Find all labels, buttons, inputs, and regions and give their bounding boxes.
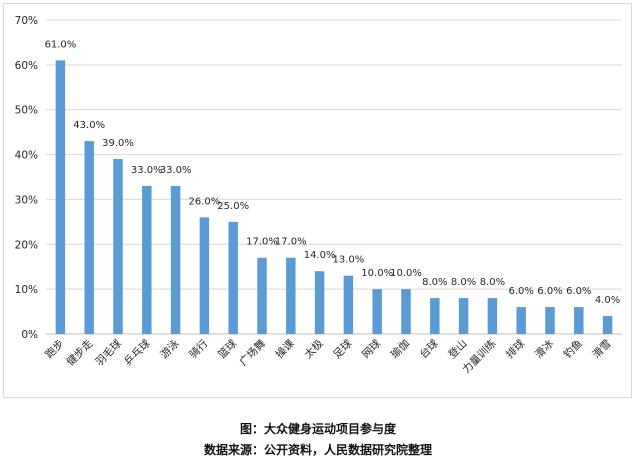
bar bbox=[487, 298, 498, 334]
bar bbox=[142, 185, 152, 334]
bar bbox=[170, 185, 181, 334]
bar bbox=[84, 141, 94, 334]
data-label: 17.0% bbox=[275, 237, 307, 248]
x-tick-label: 广场舞 bbox=[237, 337, 268, 368]
data-label: 26.0% bbox=[189, 196, 221, 207]
bar bbox=[343, 275, 354, 334]
x-tick-label: 羽毛球 bbox=[93, 337, 125, 369]
data-source-note: 数据来源：公开资料，人民数据研究院整理 bbox=[203, 443, 432, 457]
data-label: 8.0% bbox=[422, 277, 447, 288]
x-tick-label: 跑步 bbox=[42, 337, 66, 361]
x-tick-label: 钓鱼 bbox=[561, 337, 585, 361]
bar bbox=[545, 307, 555, 334]
chart-frame: 0% 10% 20% 30% 40% 50% 60% 70% 61.0% 跑步 43.0% 健步走 39… bbox=[3, 3, 632, 398]
data-label: 61.0% bbox=[45, 39, 77, 50]
x-tick-label: 网球 bbox=[359, 337, 383, 361]
x-tick-label: 滑冰 bbox=[532, 337, 556, 361]
x-tick-label: 篮球 bbox=[215, 337, 239, 361]
x-tick-label: 台球 bbox=[417, 337, 441, 361]
bar bbox=[286, 257, 296, 334]
x-tick-label: 太极 bbox=[302, 337, 326, 361]
y-tick-label: 10% bbox=[15, 284, 38, 296]
x-tick-label: 健步走 bbox=[65, 337, 96, 368]
bar-chart: 0% 10% 20% 30% 40% 50% 60% 70% 61.0% 跑步 43.0% 健步走 39… bbox=[15, 15, 622, 376]
x-tick-label: 游泳 bbox=[158, 337, 182, 361]
bar bbox=[458, 298, 469, 334]
x-tick-label: 乒乓球 bbox=[121, 337, 153, 369]
y-tick-label: 0% bbox=[21, 329, 38, 341]
bar bbox=[55, 60, 66, 334]
x-tick-label: 足球 bbox=[330, 337, 354, 361]
x-tick-label: 操课 bbox=[273, 337, 297, 361]
y-tick-label: 50% bbox=[15, 105, 38, 117]
data-label: 10.0% bbox=[361, 268, 393, 279]
data-label: 10.0% bbox=[390, 268, 422, 279]
bar bbox=[257, 257, 267, 334]
data-label: 8.0% bbox=[451, 277, 476, 288]
figure-caption: 图：大众健身运动项目参与度 bbox=[239, 422, 396, 436]
bar bbox=[574, 307, 584, 334]
y-tick-label: 20% bbox=[15, 239, 38, 251]
bar bbox=[401, 289, 411, 334]
y-tick-label: 70% bbox=[15, 15, 38, 27]
bar bbox=[516, 307, 526, 334]
data-label: 33.0% bbox=[160, 165, 192, 176]
data-label: 6.0% bbox=[566, 286, 591, 297]
x-tick-label: 排球 bbox=[503, 337, 527, 361]
x-tick-label: 骑行 bbox=[186, 337, 210, 361]
data-label: 6.0% bbox=[537, 286, 562, 297]
data-label: 43.0% bbox=[73, 120, 105, 131]
y-tick-label: 60% bbox=[15, 60, 38, 72]
y-tick-label: 40% bbox=[15, 150, 38, 162]
bar bbox=[113, 159, 123, 334]
data-label: 14.0% bbox=[304, 250, 336, 261]
data-label: 39.0% bbox=[102, 138, 134, 149]
data-label: 13.0% bbox=[333, 255, 365, 266]
x-tick-label: 登山 bbox=[446, 337, 470, 361]
bar bbox=[372, 289, 382, 334]
data-label: 8.0% bbox=[480, 277, 505, 288]
data-label: 6.0% bbox=[508, 286, 533, 297]
bar bbox=[430, 298, 440, 334]
bar bbox=[314, 271, 325, 334]
y-tick-label: 30% bbox=[15, 194, 38, 206]
data-label: 33.0% bbox=[131, 165, 163, 176]
bar bbox=[199, 217, 210, 334]
x-tick-label: 瑜伽 bbox=[388, 337, 412, 361]
data-label: 17.0% bbox=[246, 237, 278, 248]
bar bbox=[602, 316, 613, 334]
x-tick-label: 滑雪 bbox=[590, 338, 613, 361]
bar bbox=[228, 221, 238, 334]
data-label: 25.0% bbox=[217, 201, 249, 212]
data-label: 4.0% bbox=[595, 295, 620, 306]
